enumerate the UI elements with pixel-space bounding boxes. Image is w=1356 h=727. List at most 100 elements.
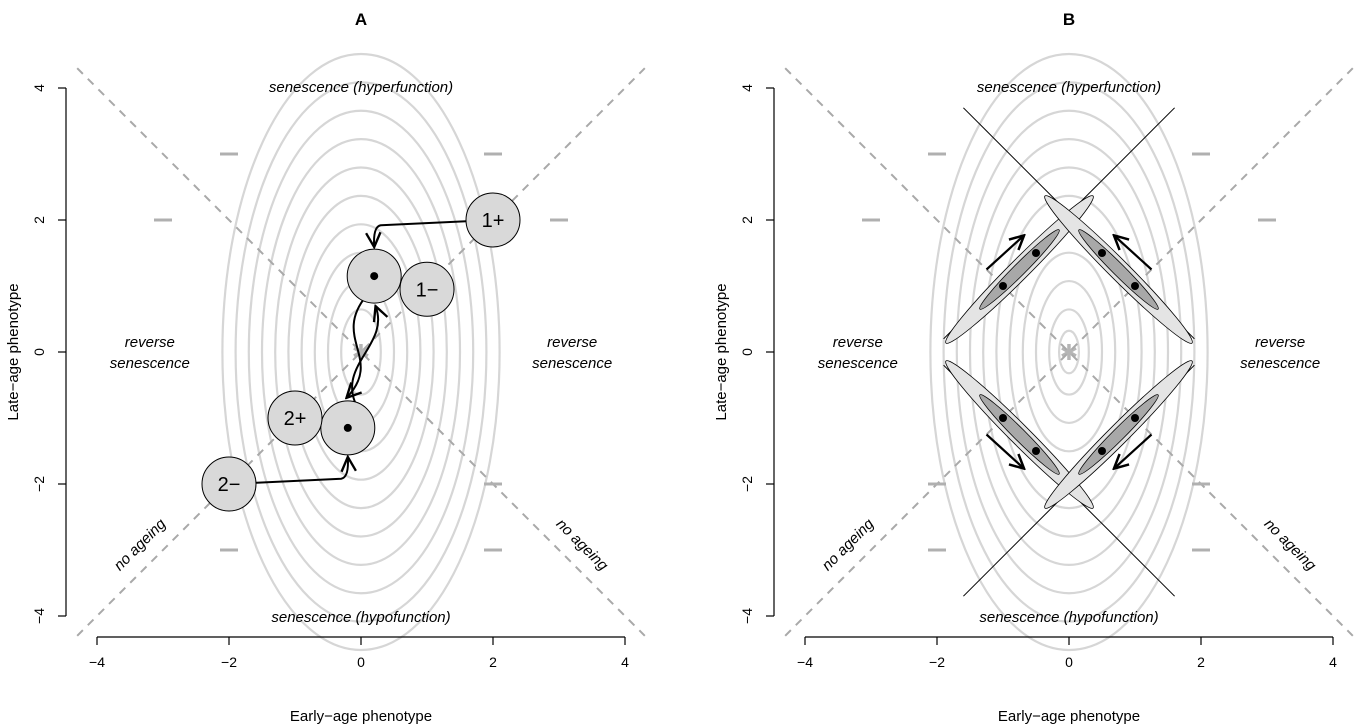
fitness-contour — [942, 81, 1196, 623]
population-point — [1098, 447, 1106, 455]
selection-arrow — [1115, 237, 1153, 271]
fitness-contour — [300, 223, 422, 481]
fitness-contour — [221, 52, 501, 652]
region-label-diag-left: no ageing — [819, 515, 878, 574]
fitness-contour — [287, 194, 435, 510]
x-tick-label: −2 — [221, 654, 237, 670]
region-label-diag-right: no ageing — [553, 516, 612, 575]
axes: A Early−age phenotype Late−age phenotype… — [5, 10, 629, 725]
y-tick-label: 4 — [31, 84, 47, 92]
y-tick-label: 4 — [739, 84, 755, 92]
covariance-ellipse-inner — [1078, 394, 1159, 475]
x-tick-label: 2 — [489, 654, 497, 670]
y-tick-label: 0 — [739, 348, 755, 356]
path-2minus — [228, 457, 348, 485]
population-point — [999, 282, 1007, 290]
region-label-bottom: senescence (hypofunction) — [979, 609, 1158, 626]
fitness-contour — [247, 109, 475, 595]
region-label-right-line2: senescence — [1240, 355, 1320, 372]
equilibrium-dot — [343, 423, 352, 432]
panel-title: A — [355, 10, 367, 29]
region-label-diag-right: no ageing — [1261, 516, 1320, 575]
y-axis-label: Late−age phenotype — [713, 283, 730, 420]
fitness-contour — [274, 166, 448, 538]
population-point — [1131, 282, 1139, 290]
y-tick-label: 2 — [739, 216, 755, 224]
fitness-contour — [234, 81, 488, 623]
marker-dashes — [862, 152, 1276, 552]
selection-arrow — [985, 433, 1023, 468]
y-tick-label: −2 — [739, 476, 755, 492]
panel-a: ✱ 1+ 1− 2+ 2− A Early−age phenotype Late−ag… — [5, 10, 646, 725]
fitness-contour — [1057, 329, 1080, 375]
y-tick-label: −4 — [31, 608, 47, 624]
region-label-left-line2: senescence — [818, 355, 898, 372]
path-1plus — [374, 219, 494, 247]
fitness-contours: ✱ — [929, 52, 1209, 652]
region-label-right-line1: reverse — [1255, 334, 1305, 351]
y-tick-label: −2 — [31, 476, 47, 492]
region-label-right-line1: reverse — [547, 334, 597, 351]
fitness-contour — [968, 138, 1170, 566]
region-label-diag-left: no ageing — [111, 515, 170, 574]
population-point — [1032, 249, 1040, 257]
y-tick-label: −4 — [739, 608, 755, 624]
y-axis-label: Late−age phenotype — [5, 283, 22, 420]
x-tick-label: −4 — [797, 654, 813, 670]
axes: B Early−age phenotype Late−age phenotype… — [713, 10, 1337, 725]
fitness-contour — [1034, 279, 1104, 425]
covariance-ellipse-inner — [979, 394, 1060, 475]
covariance-ellipse-inner — [1078, 229, 1159, 310]
fitness-contour — [982, 166, 1156, 538]
fitness-contour — [955, 109, 1183, 595]
region-label-bottom: senescence (hypofunction) — [271, 609, 450, 626]
y-tick-label: 0 — [31, 348, 47, 356]
constraint-lines — [943, 107, 1195, 597]
start-node-circle — [465, 192, 521, 248]
fitness-contour — [929, 52, 1209, 652]
start-node-label: 1+ — [482, 210, 505, 232]
start-node-label: 2+ — [284, 408, 307, 430]
covariance-ellipse-inner — [979, 229, 1060, 310]
data-marks — [985, 237, 1153, 468]
start-node-label: 2− — [218, 474, 241, 496]
panel-title: B — [1063, 10, 1075, 29]
selection-arrow — [1115, 433, 1153, 468]
region-label-top: senescence (hyperfunction) — [269, 79, 453, 96]
fitness-optimum-symbol: ✱ — [1060, 340, 1078, 365]
x-tick-label: 2 — [1197, 654, 1205, 670]
x-tick-label: 0 — [357, 654, 365, 670]
region-label-left-line2: senescence — [110, 355, 190, 372]
population-point — [999, 414, 1007, 422]
region-label-left-line1: reverse — [833, 334, 883, 351]
region-label-left-line1: reverse — [125, 334, 175, 351]
equilibrium-dot — [370, 272, 379, 281]
path-2plus — [346, 295, 368, 398]
x-tick-label: −4 — [89, 654, 105, 670]
population-point — [1131, 414, 1139, 422]
population-point — [1098, 249, 1106, 257]
data-marks: 1+ 1− 2+ 2− — [201, 192, 521, 512]
start-node-circle — [267, 390, 323, 446]
x-tick-label: 0 — [1065, 654, 1073, 670]
x-tick-label: 4 — [1329, 654, 1337, 670]
x-axis-label: Early−age phenotype — [290, 708, 432, 725]
fitness-contour — [1021, 251, 1117, 453]
marker-dashes — [154, 152, 568, 552]
x-tick-label: −2 — [929, 654, 945, 670]
selection-arrow — [985, 237, 1023, 271]
y-tick-label: 2 — [31, 216, 47, 224]
fitness-contours: ✱ — [221, 52, 501, 652]
x-axis-label: Early−age phenotype — [998, 708, 1140, 725]
region-label-right-line2: senescence — [532, 355, 612, 372]
start-node-label: 1− — [416, 279, 439, 301]
x-tick-label: 4 — [621, 654, 629, 670]
population-point — [1032, 447, 1040, 455]
fitness-contour — [995, 194, 1143, 510]
region-label-top: senescence (hyperfunction) — [977, 79, 1161, 96]
fitness-contour — [1048, 308, 1090, 396]
fitness-contour — [260, 138, 462, 566]
panel-b: ✱ B Early−age phenotype Late−age phenoty… — [713, 10, 1354, 725]
start-node-circle — [201, 456, 257, 512]
